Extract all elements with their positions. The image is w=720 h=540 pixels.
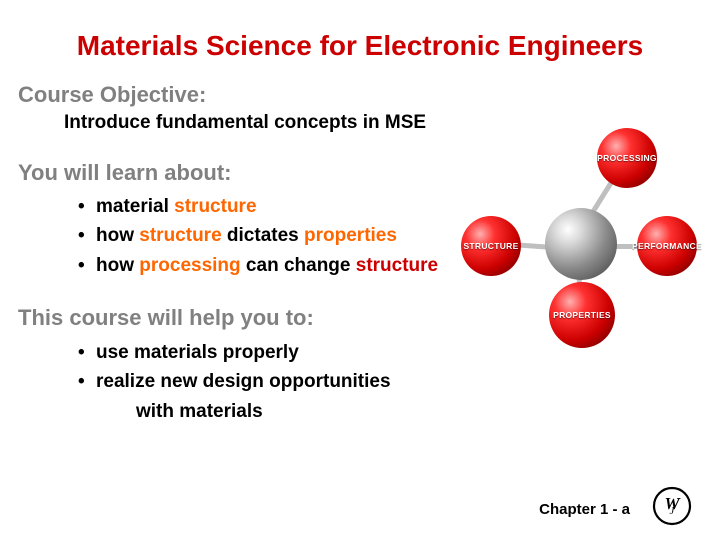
list-item: how structure dictates properties <box>78 221 438 250</box>
node-label: PERFORMANCE <box>632 241 702 251</box>
highlight: structure <box>174 196 256 217</box>
node-structure: STRUCTURE <box>461 216 521 276</box>
objective-line: Introduce fundamental concepts in MSE <box>64 112 426 134</box>
text: can change <box>241 255 356 276</box>
footer-prefix: Chapter 1 - <box>539 501 622 518</box>
learn-list: material structure how structure dictate… <box>78 192 438 280</box>
node-performance: PERFORMANCE <box>637 216 697 276</box>
text: material <box>96 196 174 217</box>
node-processing: PROCESSING <box>597 128 657 188</box>
node-label: PROCESSING <box>597 153 657 163</box>
list-item: material structure <box>78 192 438 221</box>
heading-learn: You will learn about: <box>18 160 232 186</box>
highlight: processing <box>139 255 240 276</box>
highlight: structure <box>356 255 438 276</box>
tetrahedron-diagram: STRUCTURE PROPERTIES PROCESSING PERFORMA… <box>457 120 702 355</box>
slide-title: Materials Science for Electronic Enginee… <box>0 30 720 62</box>
text: how <box>96 255 139 276</box>
node-properties: PROPERTIES <box>549 282 615 348</box>
text: dictates <box>222 225 304 246</box>
center-node <box>545 208 617 280</box>
node-label: PROPERTIES <box>553 310 611 320</box>
footer-page: a <box>622 501 630 518</box>
text: how <box>96 225 139 246</box>
list-item-continuation: with materials <box>78 397 391 426</box>
publisher-logo-icon: W J <box>652 486 692 526</box>
heading-objective: Course Objective: <box>18 82 206 108</box>
footer-chapter: Chapter 1 - a <box>539 501 630 518</box>
highlight: structure <box>139 225 221 246</box>
highlight: properties <box>304 225 397 246</box>
list-item: how processing can change structure <box>78 251 438 280</box>
list-item: realize new design opportunities <box>78 367 391 396</box>
help-list: use materials properly realize new desig… <box>78 338 391 426</box>
node-label: STRUCTURE <box>463 241 518 251</box>
heading-help: This course will help you to: <box>18 305 314 331</box>
list-item: use materials properly <box>78 338 391 367</box>
